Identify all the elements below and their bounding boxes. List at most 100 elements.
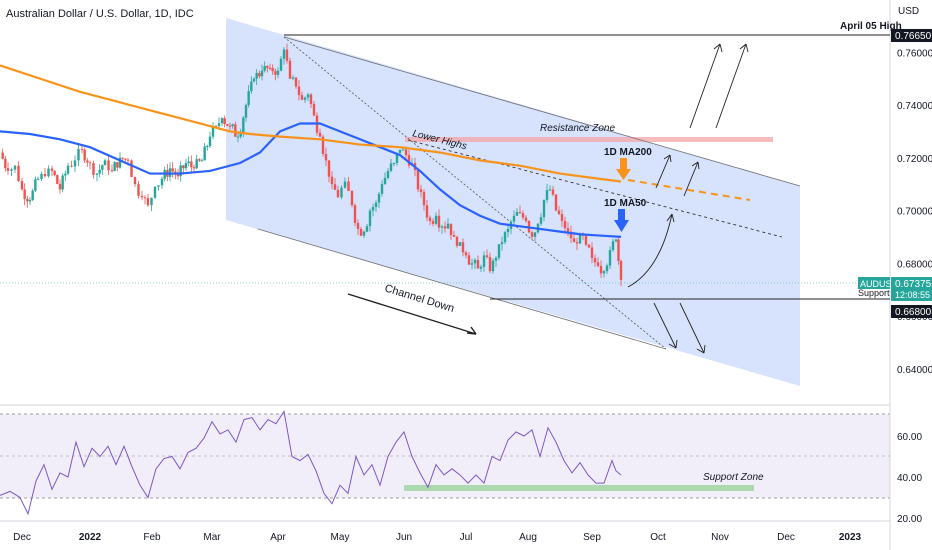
channel-lines — [257, 36, 801, 350]
rsi-tick-label: 40.00 — [897, 473, 922, 484]
candle-body — [512, 215, 516, 222]
candle-body — [130, 160, 133, 178]
candle-body — [150, 197, 153, 206]
candle-body — [182, 165, 185, 169]
candle-body — [362, 231, 366, 236]
candle-body — [545, 190, 549, 200]
candle-body — [198, 159, 201, 161]
ma-line — [0, 122, 622, 238]
candle-body — [160, 178, 164, 186]
candle-body — [220, 118, 224, 124]
candle-body — [133, 177, 137, 185]
candle-body — [518, 211, 522, 214]
y-tick-label: 0.68000 — [897, 259, 932, 270]
price-axis[interactable]: 0.760000.740000.720000.700000.680000.660… — [897, 48, 932, 376]
candle-body — [437, 215, 441, 228]
candle-body — [521, 213, 525, 218]
svg-text:Support: Support — [858, 288, 890, 298]
candle-body — [66, 165, 70, 174]
candle-body — [40, 173, 43, 179]
candle-body — [73, 160, 77, 167]
candle-body — [34, 179, 37, 191]
rsi-series — [0, 410, 622, 516]
candle-body — [461, 242, 465, 253]
candle-body — [479, 266, 483, 269]
y-tick-label: 0.64000 — [897, 365, 932, 376]
candle-body — [333, 184, 337, 190]
x-tick-label: Jul — [460, 532, 473, 543]
support-zone-label: Support Zone — [703, 472, 764, 483]
candle-body — [192, 167, 196, 169]
candle-body — [431, 221, 435, 224]
candle-body — [288, 60, 292, 79]
april-high-price-tag: 0.76650 — [891, 29, 932, 42]
candle-body — [503, 232, 507, 243]
candle-body — [28, 199, 32, 202]
up-arrow-1 — [655, 154, 671, 189]
candle-body — [258, 73, 261, 77]
rsi-panel-bg — [0, 413, 890, 499]
candle-body — [80, 148, 84, 150]
down-arrow-2 — [679, 302, 705, 354]
channel-down-arrow — [347, 293, 477, 335]
support-price-tag: 0.66800 — [891, 305, 932, 318]
candle-body — [587, 244, 591, 248]
candle-body — [485, 255, 489, 258]
candle-body — [602, 271, 606, 274]
candlestick-series — [1, 43, 623, 287]
x-tick-label: Dec — [13, 532, 31, 543]
candle-body — [228, 125, 232, 127]
chart-title: Australian Dollar / U.S. Dollar, 1D, IDC — [6, 8, 194, 20]
candle-body — [324, 153, 328, 161]
candle-body — [247, 91, 250, 105]
candle-body — [77, 148, 80, 161]
svg-text:0.76650: 0.76650 — [895, 31, 932, 42]
candle-body — [1, 152, 4, 159]
currency-label: USD — [898, 6, 919, 17]
x-tick-label: Dec — [777, 532, 795, 543]
resistance-zone-label: Resistance Zone — [540, 123, 615, 134]
candle-body — [260, 70, 264, 77]
candle-body — [321, 136, 325, 154]
candle-body — [223, 118, 226, 125]
candle-body — [211, 125, 215, 137]
candle-body — [184, 163, 188, 169]
horizontal-levels — [0, 34, 890, 300]
ma200-marker — [616, 158, 631, 180]
candle-body — [425, 205, 429, 218]
x-tick-label: Sep — [583, 532, 601, 543]
y-tick-label: 0.70000 — [897, 207, 932, 218]
candle-body — [124, 158, 127, 160]
time-axis[interactable]: Dec 2022 Feb Mar Apr May Jun Jul Aug Sep Oct Nov Dec… — [13, 532, 861, 543]
candle-body — [217, 123, 221, 127]
candle-body — [416, 170, 420, 190]
candle-body — [101, 165, 104, 170]
candle-body — [590, 247, 594, 258]
candle-body — [226, 124, 229, 126]
candle-body — [195, 159, 198, 169]
candle-body — [473, 259, 477, 264]
y-tick-label: 0.76000 — [897, 48, 932, 59]
candle-body — [110, 170, 114, 172]
candle-body — [206, 146, 209, 148]
candle-body — [47, 168, 50, 177]
candle-body — [596, 262, 600, 266]
candle-body — [157, 185, 160, 187]
x-tick-label: 2022 — [79, 532, 102, 543]
candle-body — [575, 242, 579, 244]
candle-body — [70, 165, 73, 167]
candle-body — [6, 168, 10, 171]
candle-body — [539, 217, 543, 224]
candle-body — [83, 149, 86, 161]
candle-body — [282, 49, 286, 59]
candle-body — [470, 263, 474, 265]
candle-body — [560, 213, 564, 222]
candle-body — [53, 170, 56, 176]
x-tick-label: Mar — [203, 532, 221, 543]
svg-text:0.67375: 0.67375 — [895, 279, 932, 290]
candle-body — [143, 197, 147, 199]
candle-body — [17, 165, 20, 182]
candle-body — [266, 66, 269, 68]
